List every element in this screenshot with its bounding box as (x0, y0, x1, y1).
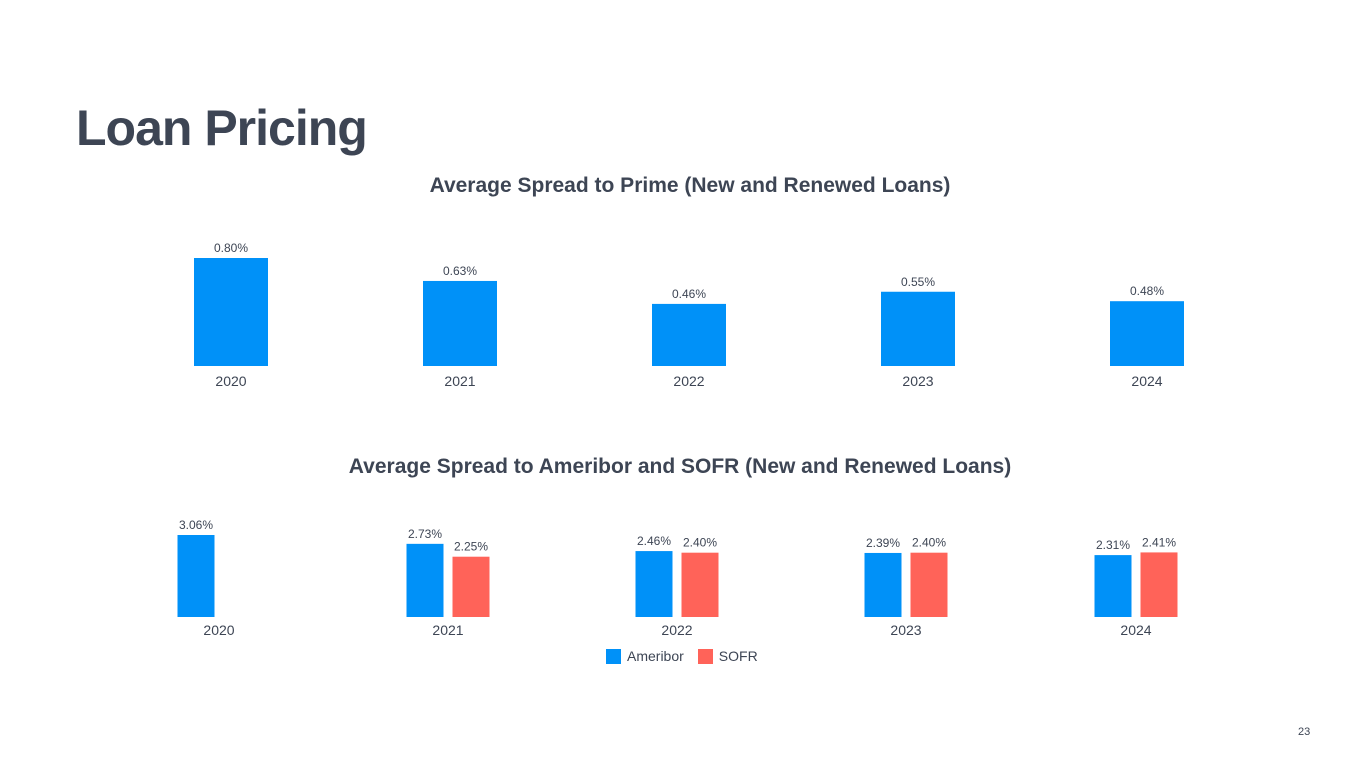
rate-tick-label-2020: 2020 (203, 622, 234, 638)
prime-data-label-2020: 0.80% (214, 241, 248, 255)
ameribor-bar-2023 (864, 552, 902, 617)
prime-tick-label-2021: 2021 (444, 373, 475, 389)
prime-bar-2021 (423, 280, 497, 366)
prime-bar-2023 (881, 291, 955, 366)
ameribor-bar-2020 (177, 535, 215, 617)
sofr-data-label-2024: 2.41% (1142, 535, 1176, 549)
legend-label-ameribor: Ameribor (627, 648, 684, 664)
legend-swatch-ameribor (606, 648, 621, 664)
ameribor-data-label-2024: 2.31% (1096, 538, 1130, 552)
prime-data-label-2024: 0.48% (1130, 284, 1164, 298)
prime-data-label-2023: 0.55% (901, 275, 935, 289)
rate-tick-label-2021: 2021 (432, 622, 463, 638)
rate-tick-label-2024: 2024 (1120, 622, 1151, 638)
ameribor-data-label-2021: 2.73% (408, 527, 442, 541)
sofr-bar-2024 (1140, 552, 1178, 617)
page-title: Loan Pricing (76, 100, 368, 156)
rate-tick-label-2022: 2022 (661, 622, 692, 638)
ameribor-data-label-2020: 3.06% (179, 518, 213, 532)
prime-tick-label-2024: 2024 (1131, 373, 1162, 389)
legend-label-sofr: SOFR (718, 648, 758, 664)
legend-swatch-sofr (697, 648, 713, 664)
sofr-bar-2021 (452, 556, 490, 617)
prime-bar-2024 (1110, 301, 1184, 366)
prime-chart-title: Average Spread to Prime (New and Renewed… (430, 174, 951, 197)
rate-tick-label-2023: 2023 (890, 622, 921, 638)
prime-bar-2022 (652, 303, 726, 366)
prime-bar-2020 (194, 258, 268, 366)
ameribor-sofr-chart-title: Average Spread to Ameribor and SOFR (New… (349, 455, 1011, 478)
prime-tick-label-2020: 2020 (215, 373, 246, 389)
sofr-bar-2023 (910, 552, 948, 617)
prime-data-label-2021: 0.63% (443, 264, 477, 278)
legend-item-sofr: SOFR (697, 648, 758, 664)
page-number: 23 (1298, 726, 1311, 738)
chart-legend: Ameribor SOFR (606, 648, 772, 664)
prime-tick-label-2022: 2022 (673, 373, 704, 389)
ameribor-data-label-2023: 2.39% (866, 536, 900, 550)
ameribor-bar-2021 (406, 543, 444, 617)
sofr-bar-2022 (681, 552, 719, 617)
ameribor-bar-2022 (635, 551, 673, 617)
sofr-data-label-2023: 2.40% (912, 536, 946, 550)
prime-tick-label-2023: 2023 (902, 373, 933, 389)
sofr-data-label-2022: 2.40% (683, 536, 717, 550)
ameribor-bar-2024 (1094, 555, 1132, 617)
prime-data-label-2022: 0.46% (672, 287, 706, 301)
legend-item-ameribor: Ameribor (606, 648, 684, 664)
ameribor-data-label-2022: 2.46% (637, 534, 671, 548)
sofr-data-label-2021: 2.25% (454, 540, 488, 554)
prime-spread-chart: 0.80% 2020 0.63% 2021 0.46% 2022 0.55% 2023 0.48… (194, 241, 1184, 389)
ameribor-sofr-spread-chart: 3.06% 2020 2.73% 2.25% 2021 2.46% 2.40% 2022 2.3… (177, 518, 1178, 638)
